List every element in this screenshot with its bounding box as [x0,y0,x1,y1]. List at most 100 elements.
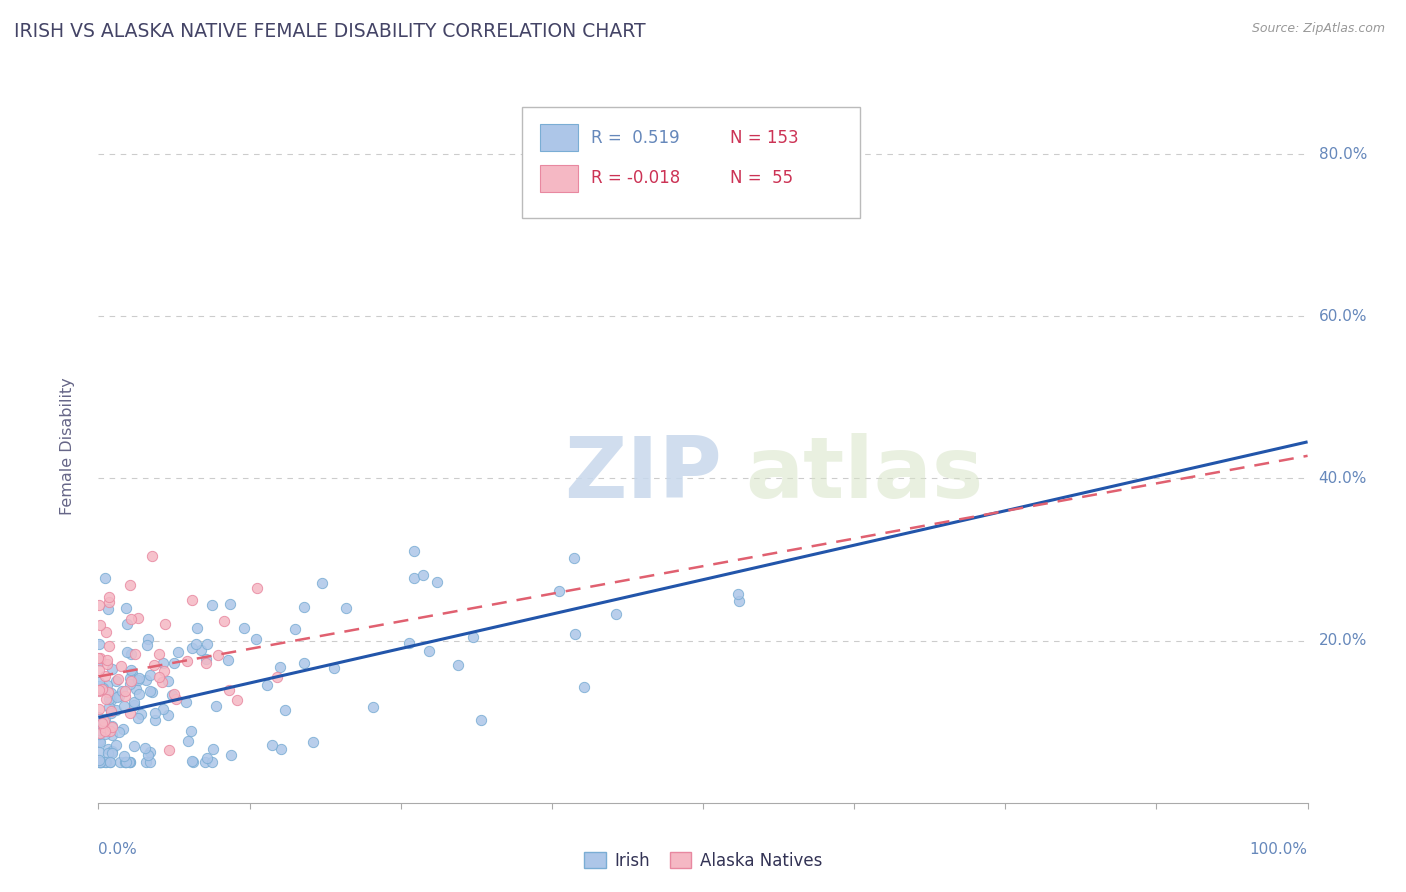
Point [101,662,124,676]
Point [89,723,111,737]
Point [105,673,128,688]
Point [153,616,176,631]
Point [87,733,110,747]
Point [90,681,112,696]
Point [89,654,111,668]
Point [157,743,180,757]
Point [115,645,138,659]
Point [124,698,146,712]
Point [94,727,117,741]
Point [127,611,149,625]
Point [121,665,143,680]
Point [90,756,112,770]
Point [107,672,129,686]
Point [89,682,111,697]
Point [97,741,120,756]
FancyBboxPatch shape [540,124,578,152]
Point [110,659,132,673]
Point [256,678,278,692]
Point [108,725,131,739]
Point [115,756,138,770]
Point [87,756,110,770]
Point [100,693,122,707]
Point [87,679,110,693]
Point [91,718,114,732]
Point [87,725,110,739]
Point [125,681,148,696]
Point [181,756,204,770]
Point [260,738,283,752]
Point [93,669,115,683]
Point [93,714,115,729]
Point [165,691,187,706]
Point [97,746,120,760]
Point [114,756,136,770]
Point [90,756,112,770]
Point [118,706,141,720]
Point [97,601,120,615]
Point [266,670,288,684]
Point [402,571,425,585]
Point [461,630,484,644]
FancyBboxPatch shape [540,165,578,192]
Point [87,727,110,741]
Point [120,647,142,661]
Point [426,574,449,589]
Point [98,699,121,714]
Point [100,705,122,719]
Point [89,756,111,770]
Text: R =  0.519: R = 0.519 [591,128,679,146]
Point [120,612,142,626]
Point [232,622,254,636]
Point [470,713,492,727]
Point [174,695,197,709]
Point [105,703,128,717]
Text: N = 153: N = 153 [730,128,799,146]
Point [90,715,112,730]
Point [207,648,229,662]
Point [728,594,751,608]
Point [128,671,150,685]
Point [218,683,240,698]
Point [112,699,135,714]
Point [135,673,157,687]
FancyBboxPatch shape [522,107,860,218]
Point [100,706,122,721]
Point [134,741,156,756]
Point [136,638,159,652]
Point [98,692,121,706]
Point [91,681,114,695]
Point [412,567,434,582]
Point [153,664,176,678]
Point [145,706,167,720]
Point [163,656,186,670]
Point [135,756,157,770]
Point [127,673,149,687]
Text: 40.0%: 40.0% [1319,471,1367,486]
Point [139,684,162,698]
Text: ZIP: ZIP [564,433,721,516]
Point [89,598,111,612]
Point [98,724,121,739]
Point [201,756,224,770]
Point [87,682,110,697]
Point [114,684,136,698]
Point [139,756,162,770]
Point [105,738,128,752]
Text: 100.0%: 100.0% [1250,842,1308,857]
Text: 20.0%: 20.0% [1319,633,1367,648]
Point [93,756,115,770]
Point [284,622,307,636]
Point [302,735,325,749]
Point [112,722,135,736]
Point [94,724,117,739]
Point [87,651,110,665]
Point [100,728,122,742]
Point [93,720,115,734]
Text: Source: ZipAtlas.com: Source: ZipAtlas.com [1251,22,1385,36]
Point [195,636,218,650]
Point [311,575,333,590]
Point [101,719,124,733]
Point [177,734,200,748]
Point [96,657,118,672]
